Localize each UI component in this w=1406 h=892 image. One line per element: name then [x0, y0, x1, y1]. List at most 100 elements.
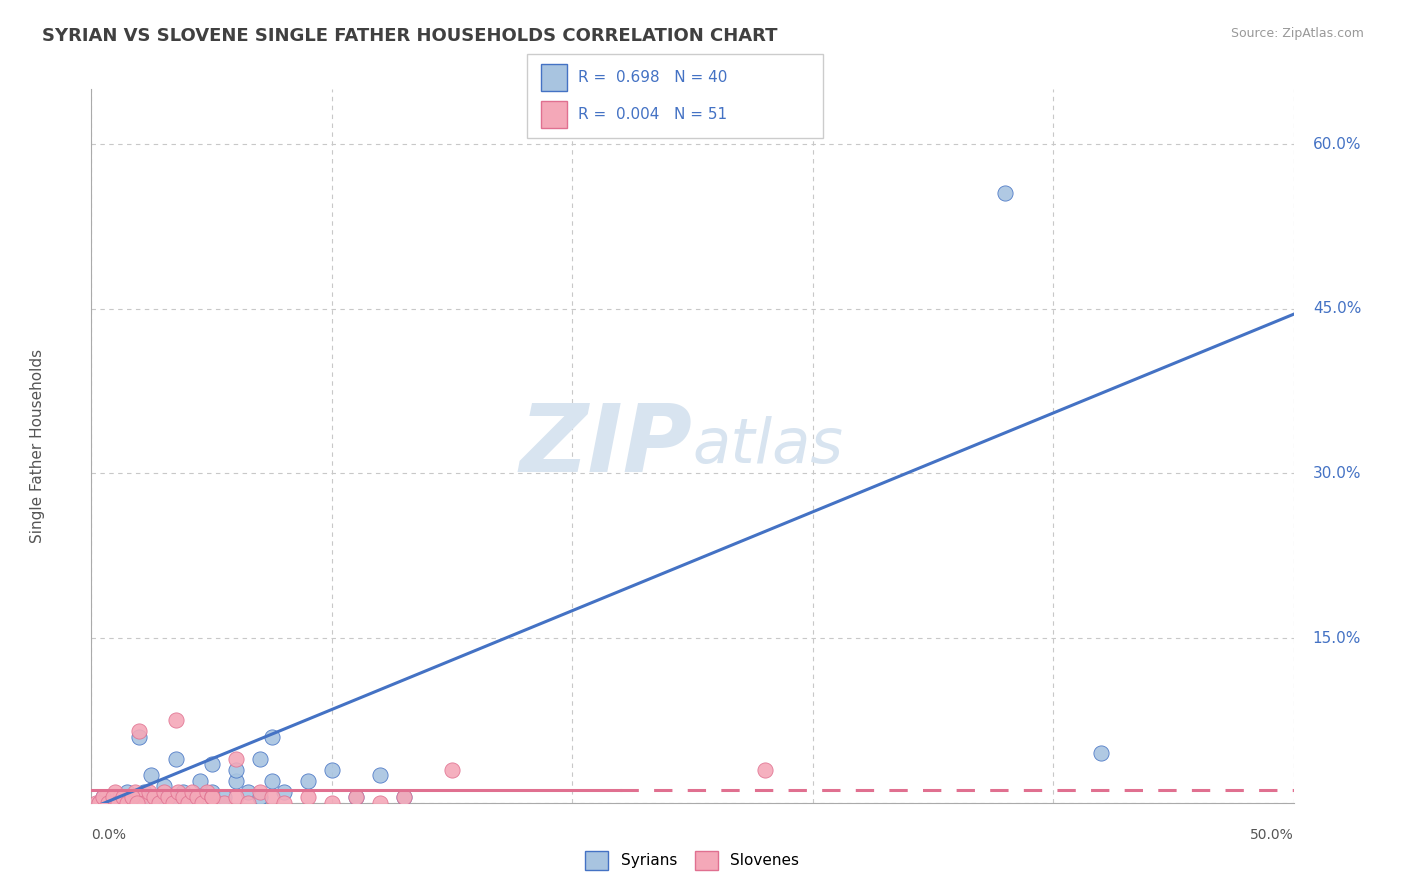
Point	[93, 790, 115, 805]
Point	[142, 790, 165, 805]
Point	[110, 790, 132, 805]
Text: 50.0%: 50.0%	[1250, 828, 1294, 842]
Point	[249, 752, 271, 766]
Text: 0.0%: 0.0%	[91, 828, 127, 842]
Point	[440, 763, 463, 777]
Point	[104, 790, 127, 805]
Point	[249, 785, 271, 799]
Point	[101, 790, 124, 805]
Point	[165, 796, 187, 810]
Point	[94, 796, 117, 810]
Text: ZIP: ZIP	[520, 400, 692, 492]
Point	[87, 796, 110, 810]
Point	[176, 790, 198, 805]
Point	[128, 790, 150, 805]
Point	[128, 724, 150, 739]
Point	[191, 796, 214, 810]
Point	[225, 763, 247, 777]
Point	[152, 785, 174, 799]
Point	[148, 796, 170, 810]
Point	[118, 790, 141, 805]
Point	[344, 790, 367, 805]
Point	[212, 790, 235, 805]
Point	[201, 785, 224, 799]
Point	[162, 796, 184, 810]
Point	[93, 790, 115, 805]
Point	[117, 796, 139, 810]
Point	[114, 796, 136, 810]
Point	[225, 752, 247, 766]
Point	[157, 790, 180, 805]
Point	[138, 785, 160, 799]
Point	[172, 785, 194, 799]
Point	[236, 796, 259, 810]
Point	[297, 790, 319, 805]
Text: 30.0%: 30.0%	[1313, 466, 1361, 481]
Point	[125, 796, 148, 810]
Point	[172, 790, 194, 805]
Point	[344, 790, 367, 805]
Text: Single Father Households: Single Father Households	[30, 349, 45, 543]
Text: 60.0%: 60.0%	[1313, 136, 1361, 152]
Point	[260, 730, 283, 744]
Text: 45.0%: 45.0%	[1313, 301, 1361, 317]
Point	[134, 796, 156, 810]
Legend: Syrians, Slovenes: Syrians, Slovenes	[578, 843, 807, 877]
Point	[201, 790, 224, 805]
Text: atlas: atlas	[692, 416, 844, 476]
Point	[94, 790, 117, 805]
Point	[165, 714, 187, 728]
Point	[188, 773, 211, 788]
Point	[117, 785, 139, 799]
Point	[392, 790, 415, 805]
Point	[260, 790, 283, 805]
Point	[111, 790, 134, 805]
Point	[176, 796, 198, 810]
Point	[90, 796, 112, 810]
Point	[167, 785, 190, 799]
Point	[195, 785, 218, 799]
Point	[87, 796, 110, 810]
Point	[236, 785, 259, 799]
Point	[124, 785, 146, 799]
Point	[107, 796, 129, 810]
Point	[141, 790, 163, 805]
Point	[100, 796, 122, 810]
Point	[121, 790, 143, 805]
Point	[104, 785, 127, 799]
Point	[297, 773, 319, 788]
Point	[100, 796, 122, 810]
Point	[201, 790, 224, 805]
Point	[186, 790, 208, 805]
Point	[260, 773, 283, 788]
Point	[273, 796, 295, 810]
Point	[1090, 747, 1112, 761]
Point	[165, 752, 187, 766]
Point	[128, 796, 150, 810]
Point	[368, 796, 391, 810]
Point	[141, 768, 163, 782]
Point	[225, 773, 247, 788]
Text: SYRIAN VS SLOVENE SINGLE FATHER HOUSEHOLDS CORRELATION CHART: SYRIAN VS SLOVENE SINGLE FATHER HOUSEHOL…	[42, 27, 778, 45]
Text: R =  0.004   N = 51: R = 0.004 N = 51	[578, 107, 727, 122]
Text: Source: ZipAtlas.com: Source: ZipAtlas.com	[1230, 27, 1364, 40]
Point	[225, 790, 247, 805]
Point	[368, 768, 391, 782]
Point	[201, 757, 224, 772]
Point	[152, 780, 174, 794]
Point	[181, 785, 204, 799]
Point	[994, 186, 1017, 201]
Point	[392, 790, 415, 805]
Point	[754, 763, 776, 777]
Text: 15.0%: 15.0%	[1313, 631, 1361, 646]
Point	[212, 796, 235, 810]
Point	[128, 730, 150, 744]
Point	[321, 796, 343, 810]
Point	[97, 796, 120, 810]
Point	[134, 785, 156, 799]
Point	[110, 796, 132, 810]
Point	[124, 790, 146, 805]
Point	[148, 796, 170, 810]
Point	[84, 796, 107, 810]
Point	[117, 796, 139, 810]
